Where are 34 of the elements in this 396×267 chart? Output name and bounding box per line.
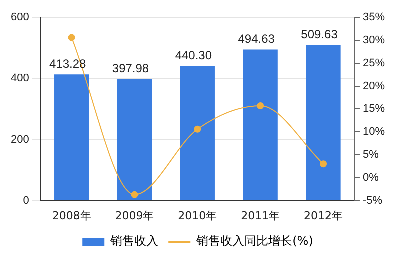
y2-tick-label: 30% <box>362 34 386 47</box>
point <box>194 126 202 133</box>
y2-tick-label: -5% <box>362 194 383 207</box>
bar <box>180 66 215 200</box>
y-tick-label: 400 <box>10 72 30 85</box>
legend-label: 销售收入同比增长(%) <box>196 234 314 248</box>
x-tick-label: 2011年 <box>241 209 280 222</box>
data-label: 440.30 <box>175 48 212 63</box>
bar <box>243 50 278 200</box>
x-tick-label: 2012年 <box>304 209 344 222</box>
point <box>320 160 328 168</box>
data-label: 397.98 <box>112 62 150 76</box>
data-label: 494.63 <box>238 32 276 46</box>
y2-tick-label: 20% <box>362 80 386 92</box>
bar <box>306 45 341 200</box>
point <box>131 191 138 198</box>
bar <box>117 79 152 200</box>
y2-tick-label: 5% <box>362 149 380 162</box>
y-tick-label: 0 <box>23 194 30 207</box>
legend-label: 销售收入 <box>110 234 159 248</box>
x-tick-label: 2009年 <box>115 209 154 222</box>
data-label: 509.63 <box>301 28 338 42</box>
y2-tick-label: 25% <box>362 57 386 70</box>
y2-tick-label: 15% <box>362 103 386 116</box>
x-tick-label: 2008年 <box>52 209 92 222</box>
y2-tick-label: 0% <box>362 172 380 184</box>
point <box>68 34 76 42</box>
x-tick-label: 2010年 <box>178 209 218 222</box>
bar <box>54 74 90 200</box>
y-tick-label: 600 <box>10 12 30 24</box>
point <box>257 102 264 110</box>
y2-tick-label: 10% <box>362 126 386 138</box>
y-tick-label: 200 <box>10 134 30 146</box>
y2-tick-label: 35% <box>362 12 386 24</box>
